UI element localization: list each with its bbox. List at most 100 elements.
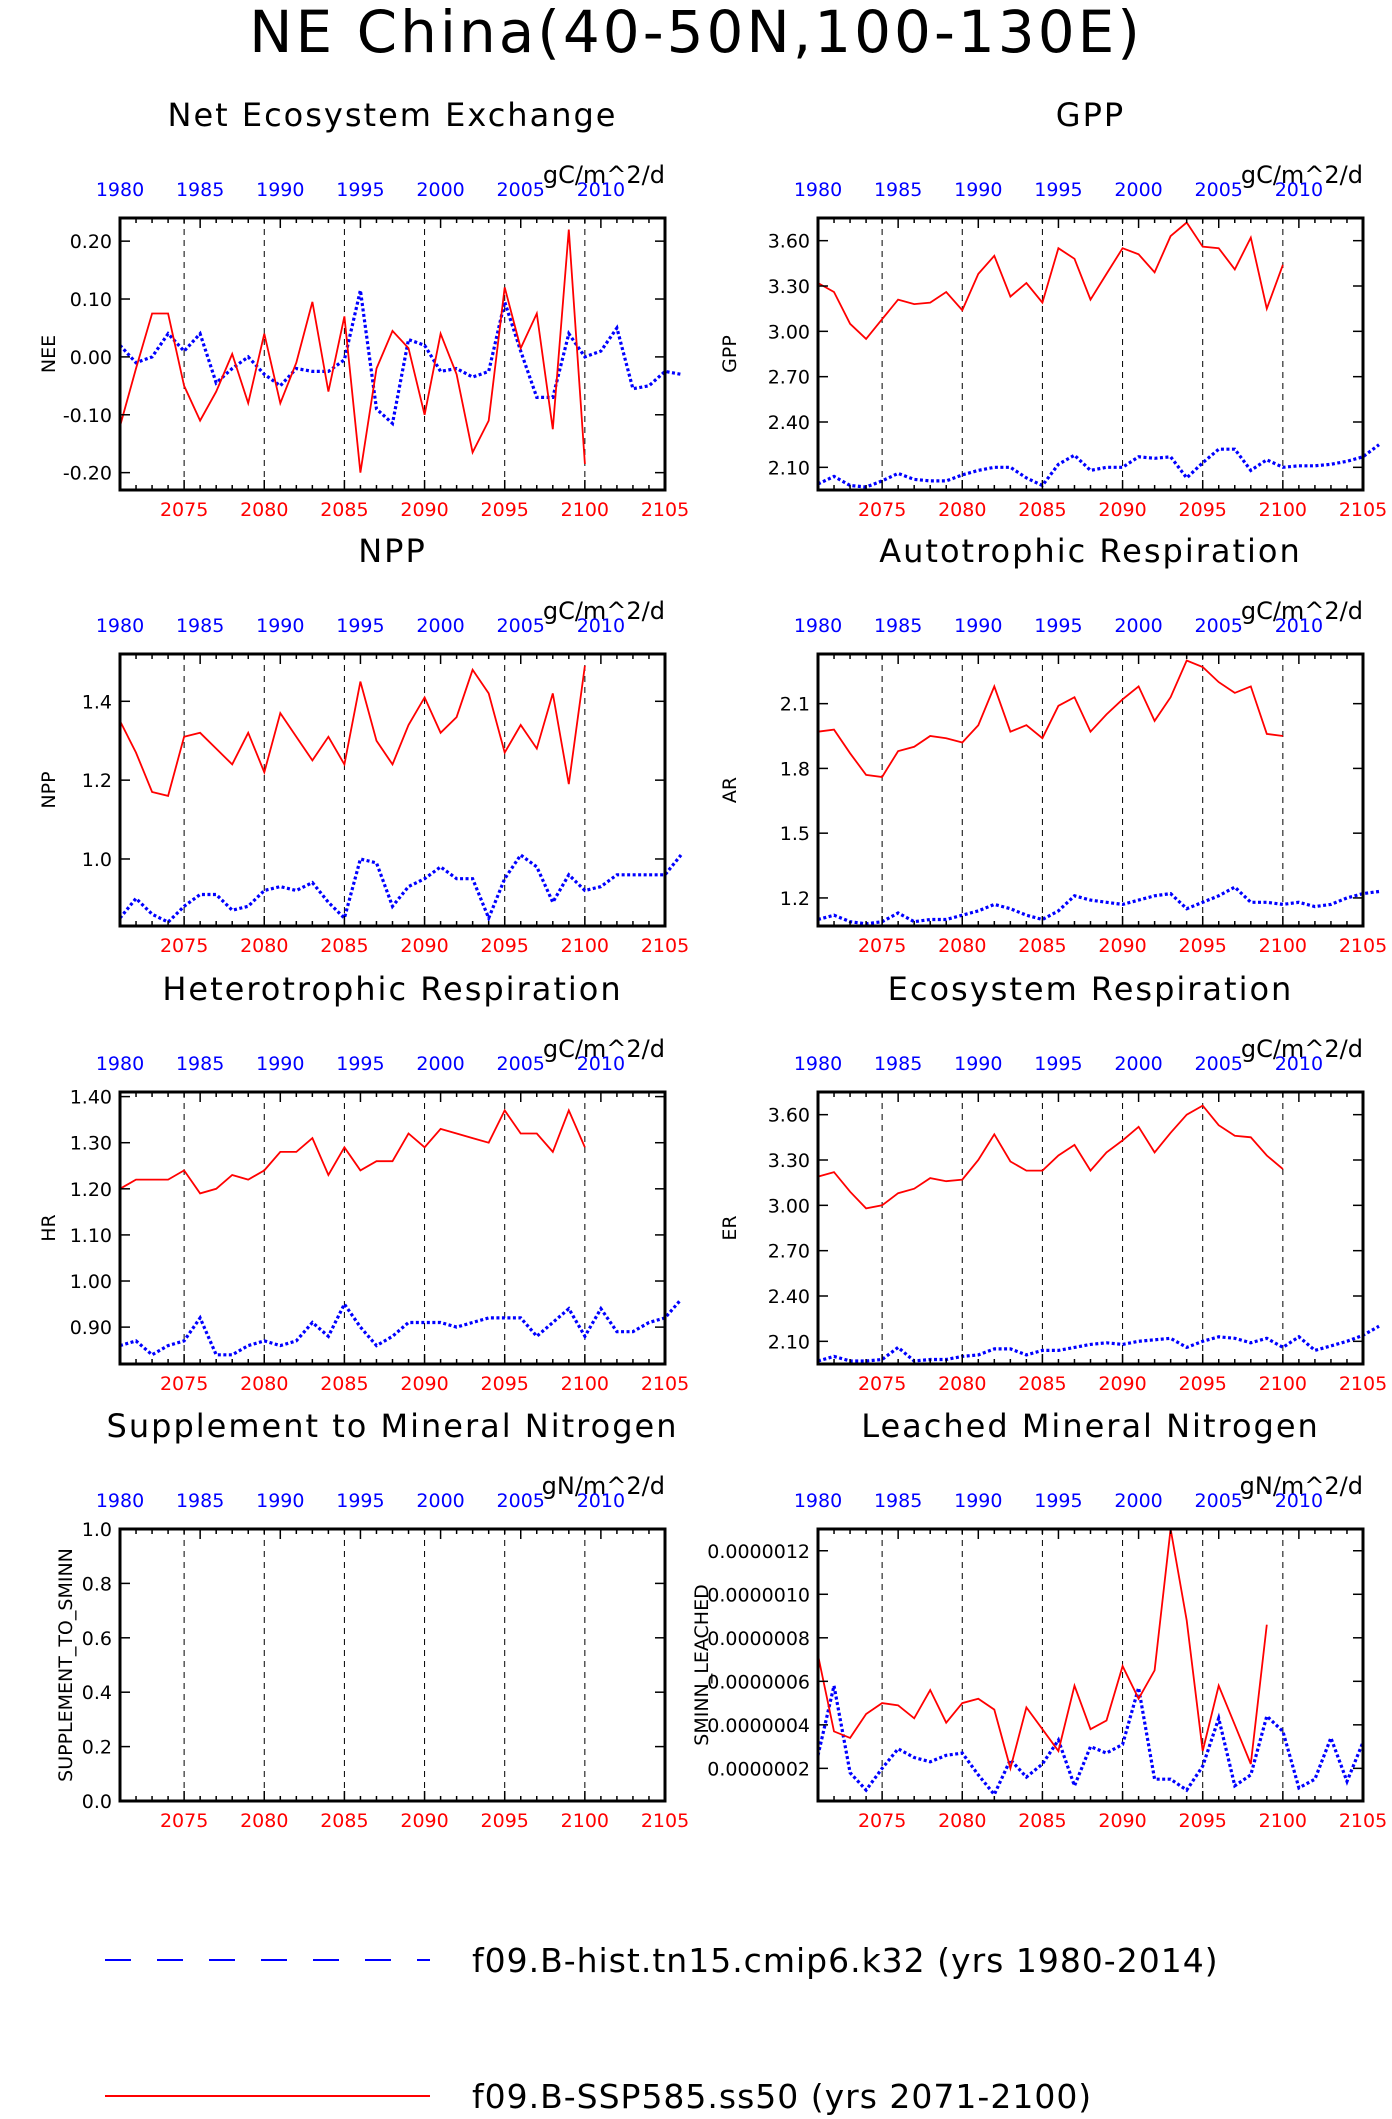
x-top-tick-label: 1985	[176, 1053, 224, 1075]
y-tick-label: 2.70	[768, 1241, 810, 1263]
y-tick-label: 1.2	[780, 888, 810, 910]
x-bottom-tick-label: 2105	[1339, 1810, 1387, 1832]
x-bottom-tick-label: 2105	[1339, 499, 1387, 521]
x-top-tick-label: 1995	[1034, 1053, 1082, 1075]
y-tick-label: 0.0000008	[707, 1628, 810, 1650]
series-ssp-line	[119, 665, 586, 797]
x-top-tick-label: 1990	[256, 615, 304, 637]
x-top-tick-label: 2000	[416, 1490, 464, 1512]
panel-supplement-to-mineral-nitrogen: Supplement to Mineral NitrogengN/m^2/d20…	[55, 1407, 689, 1832]
x-bottom-tick-label: 2105	[641, 1810, 689, 1832]
x-top-tick-label: 1990	[954, 1490, 1002, 1512]
x-top-tick-label: 1995	[1034, 1490, 1082, 1512]
y-axis-label: AR	[719, 777, 741, 803]
units-label: gC/m^2/d	[1241, 161, 1363, 189]
x-top-tick-label: 2005	[497, 179, 545, 201]
x-top-tick-label: 1990	[954, 179, 1002, 201]
x-bottom-tick-label: 2095	[1179, 1373, 1227, 1395]
y-tick-label: 1.2	[82, 770, 112, 792]
x-bottom-tick-label: 2090	[400, 1373, 448, 1395]
units-label: gC/m^2/d	[543, 161, 665, 189]
panel-ecosystem-respiration: Ecosystem Respiration gC/m^2/d 2075 2080 208…	[719, 970, 1387, 1395]
x-bottom-tick-label: 2100	[1259, 499, 1307, 521]
y-tick-label: 3.60	[768, 231, 810, 253]
panel-net-ecosystem-exchange: Net Ecosystem Exchange gC/m^2/d 2075 2080 20…	[38, 96, 689, 521]
x-top-tick-label: 2010	[577, 1490, 625, 1512]
y-axis-label: SMINN_LEACHED	[691, 1584, 713, 1745]
x-bottom-tick-label: 2090	[1098, 499, 1146, 521]
y-tick-label: 0.10	[70, 289, 112, 311]
x-bottom-tick-label: 2085	[320, 935, 368, 957]
units-label: gC/m^2/d	[1241, 597, 1363, 625]
y-tick-label: 0.0000012	[707, 1541, 810, 1563]
x-bottom-tick-label: 2075	[858, 1810, 906, 1832]
x-bottom-tick-label: 2075	[858, 1373, 906, 1395]
legend: f09.B-hist.tn15.cmip6.k32 (yrs 1980-2014…	[105, 1941, 1218, 2116]
plot-frame	[816, 652, 1365, 928]
x-top-tick-label: 2010	[1275, 615, 1323, 637]
x-top-tick-label: 2010	[1275, 1490, 1323, 1512]
x-bottom-tick-label: 2080	[240, 499, 288, 521]
x-bottom-tick-label: 2100	[1259, 1810, 1307, 1832]
y-tick-label: 1.40	[70, 1087, 112, 1109]
y-tick-label: 1.30	[70, 1133, 112, 1155]
x-bottom-tick-label: 2080	[938, 1373, 986, 1395]
y-tick-label: 0.4	[82, 1682, 112, 1704]
y-tick-label: 1.0	[82, 1519, 112, 1541]
x-top-tick-label: 2010	[1275, 179, 1323, 201]
units-label: gC/m^2/d	[543, 1035, 665, 1063]
x-top-tick-label: 1980	[96, 615, 144, 637]
series-hist-line	[817, 885, 1380, 926]
x-top-tick-label: 1995	[336, 1053, 384, 1075]
series-hist-line	[816, 1685, 1365, 1798]
x-top-tick-label: 1985	[176, 179, 224, 201]
x-bottom-tick-label: 2105	[641, 499, 689, 521]
x-bottom-tick-label: 2105	[641, 935, 689, 957]
x-bottom-tick-label: 2090	[400, 935, 448, 957]
x-bottom-tick-label: 2090	[1098, 1373, 1146, 1395]
x-bottom-tick-label: 2100	[561, 935, 609, 957]
x-bottom-tick-label: 2080	[938, 499, 986, 521]
x-top-tick-label: 1985	[874, 1053, 922, 1075]
x-bottom-tick-label: 2075	[160, 1373, 208, 1395]
y-tick-label: 0.20	[70, 231, 112, 253]
units-label: gC/m^2/d	[1241, 1035, 1363, 1063]
series-hist-line	[817, 443, 1380, 489]
y-tick-label: -0.10	[63, 405, 112, 427]
series-hist-line	[118, 289, 682, 427]
panel-heterotrophic-respiration: Heterotrophic Respiration gC/m^2/d 2075 208…	[38, 970, 689, 1395]
x-top-tick-label: 2000	[1114, 1053, 1162, 1075]
series-ssp-line	[817, 1104, 1284, 1210]
x-top-tick-label: 1985	[874, 615, 922, 637]
plot-frame	[816, 1090, 1365, 1366]
y-tick-label: 3.60	[768, 1105, 810, 1127]
x-top-tick-label: 1995	[1034, 179, 1082, 201]
x-bottom-tick-label: 2105	[1339, 935, 1387, 957]
y-tick-label: 1.8	[780, 758, 810, 780]
plot-frame	[816, 1527, 1365, 1803]
y-axis-label: NPP	[38, 771, 60, 808]
y-axis-label: ER	[719, 1215, 741, 1240]
x-bottom-tick-label: 2085	[1018, 1810, 1066, 1832]
x-top-tick-label: 1985	[176, 1490, 224, 1512]
x-bottom-tick-label: 2085	[1018, 499, 1066, 521]
series-ssp-line	[817, 1528, 1268, 1772]
x-bottom-tick-label: 2085	[320, 499, 368, 521]
x-bottom-tick-label: 2085	[320, 1810, 368, 1832]
panel-title: GPP	[1056, 96, 1125, 134]
y-tick-label: 2.10	[768, 1331, 810, 1353]
x-bottom-tick-label: 2095	[481, 1373, 529, 1395]
x-top-tick-label: 2000	[416, 615, 464, 637]
x-top-tick-label: 2005	[1195, 1053, 1243, 1075]
y-tick-label: 1.00	[70, 1271, 112, 1293]
x-top-tick-label: 2000	[1114, 1490, 1162, 1512]
y-tick-label: 2.40	[768, 1286, 810, 1308]
x-top-tick-label: 1990	[256, 179, 304, 201]
x-bottom-tick-label: 2080	[938, 935, 986, 957]
x-top-tick-label: 1990	[256, 1490, 304, 1512]
panel-title: NPP	[358, 532, 427, 570]
panel-title: Supplement to Mineral Nitrogen	[107, 1407, 679, 1445]
x-bottom-tick-label: 2085	[320, 1373, 368, 1395]
plot-frame	[816, 216, 1365, 492]
x-bottom-tick-label: 2075	[858, 935, 906, 957]
